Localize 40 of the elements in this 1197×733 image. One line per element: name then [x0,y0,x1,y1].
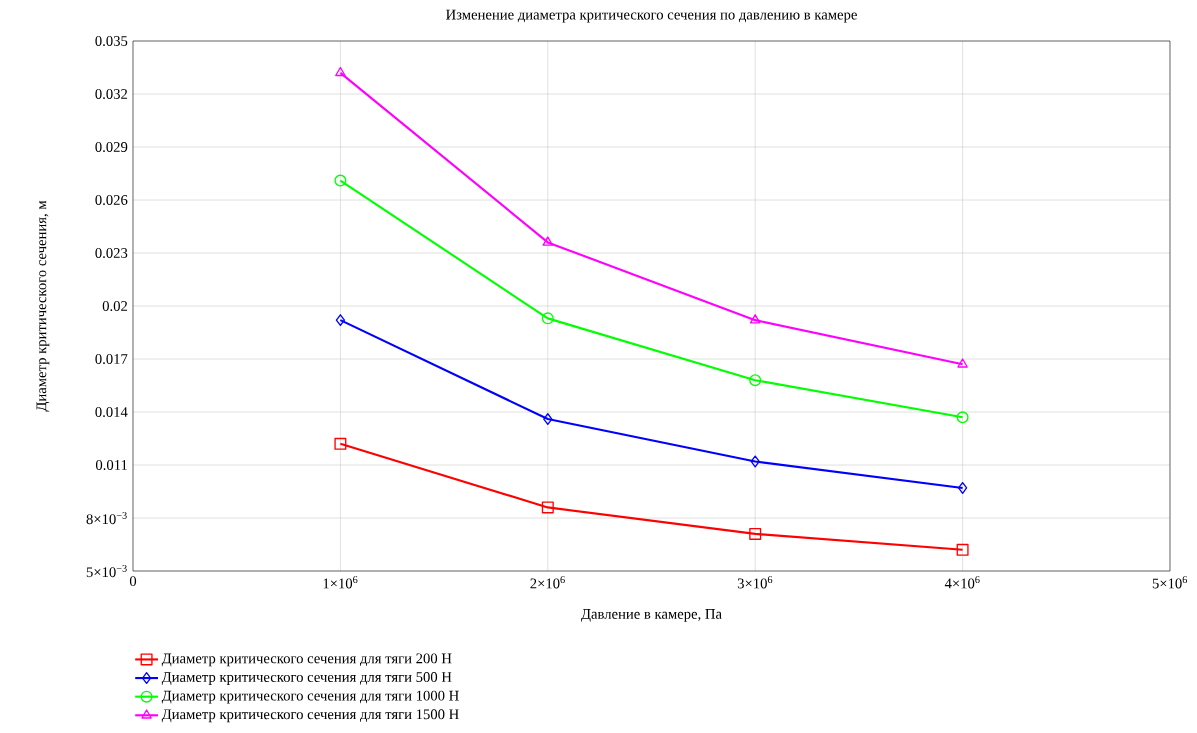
y-tick-label: 0.026 [95,195,128,205]
y-tick-label: 0.035 [95,36,128,46]
y-tick-label: 0.017 [95,354,128,364]
x-tick-label: 3×10$^{6}$ [737,576,773,589]
y-tick-label: 8×10$^{−3}$ [86,511,127,525]
y-tick-label: 0.029 [95,142,128,152]
point [957,481,968,494]
x-tick-label: 4×10$^{6}$ [944,576,980,589]
x-tick-label: 0 [129,576,137,587]
y-tick-label: 0.023 [95,248,128,258]
y-tick-label: 0.014 [95,407,128,417]
y-tick-label: 0.032 [95,89,128,99]
legend-label: Диаметр критического сечения для тяги 500 Н [161,672,452,685]
point [335,66,346,77]
point [749,527,762,540]
legend-label: Диаметр критического сечения для тяги 200 Н [161,653,452,667]
x-tick-label: 2×10$^{6}$ [530,576,565,589]
point [334,437,347,450]
point [541,501,554,514]
x-axis-title: Давление в камере, Па [581,609,722,622]
point [335,314,346,327]
point [334,174,347,187]
point [957,358,968,368]
y-tick-label: 0.011 [95,460,127,470]
legend-label: Диаметр критического сечения для тяги 1000 Н [161,690,459,704]
point [543,413,553,426]
point [542,236,554,246]
x-tick-label: 1×10$^{6}$ [323,576,358,589]
y-axis-title: Диаметр критического сечения, м [36,200,50,412]
y-tick-label: 5×10$^{−3}$ [86,564,127,578]
point [749,374,762,387]
point [956,411,969,424]
point [541,312,554,325]
point [749,314,761,324]
chart-title: Изменение диаметра критического сечения по давлению в камере [446,9,857,23]
point [956,543,969,556]
x-tick-label: 5×10$^{6}$ [1152,576,1188,589]
legend-label: Диаметр критического сечения для тяги 1500 Н [161,709,459,723]
y-tick-label: 0.02 [102,301,128,311]
point [750,455,760,468]
